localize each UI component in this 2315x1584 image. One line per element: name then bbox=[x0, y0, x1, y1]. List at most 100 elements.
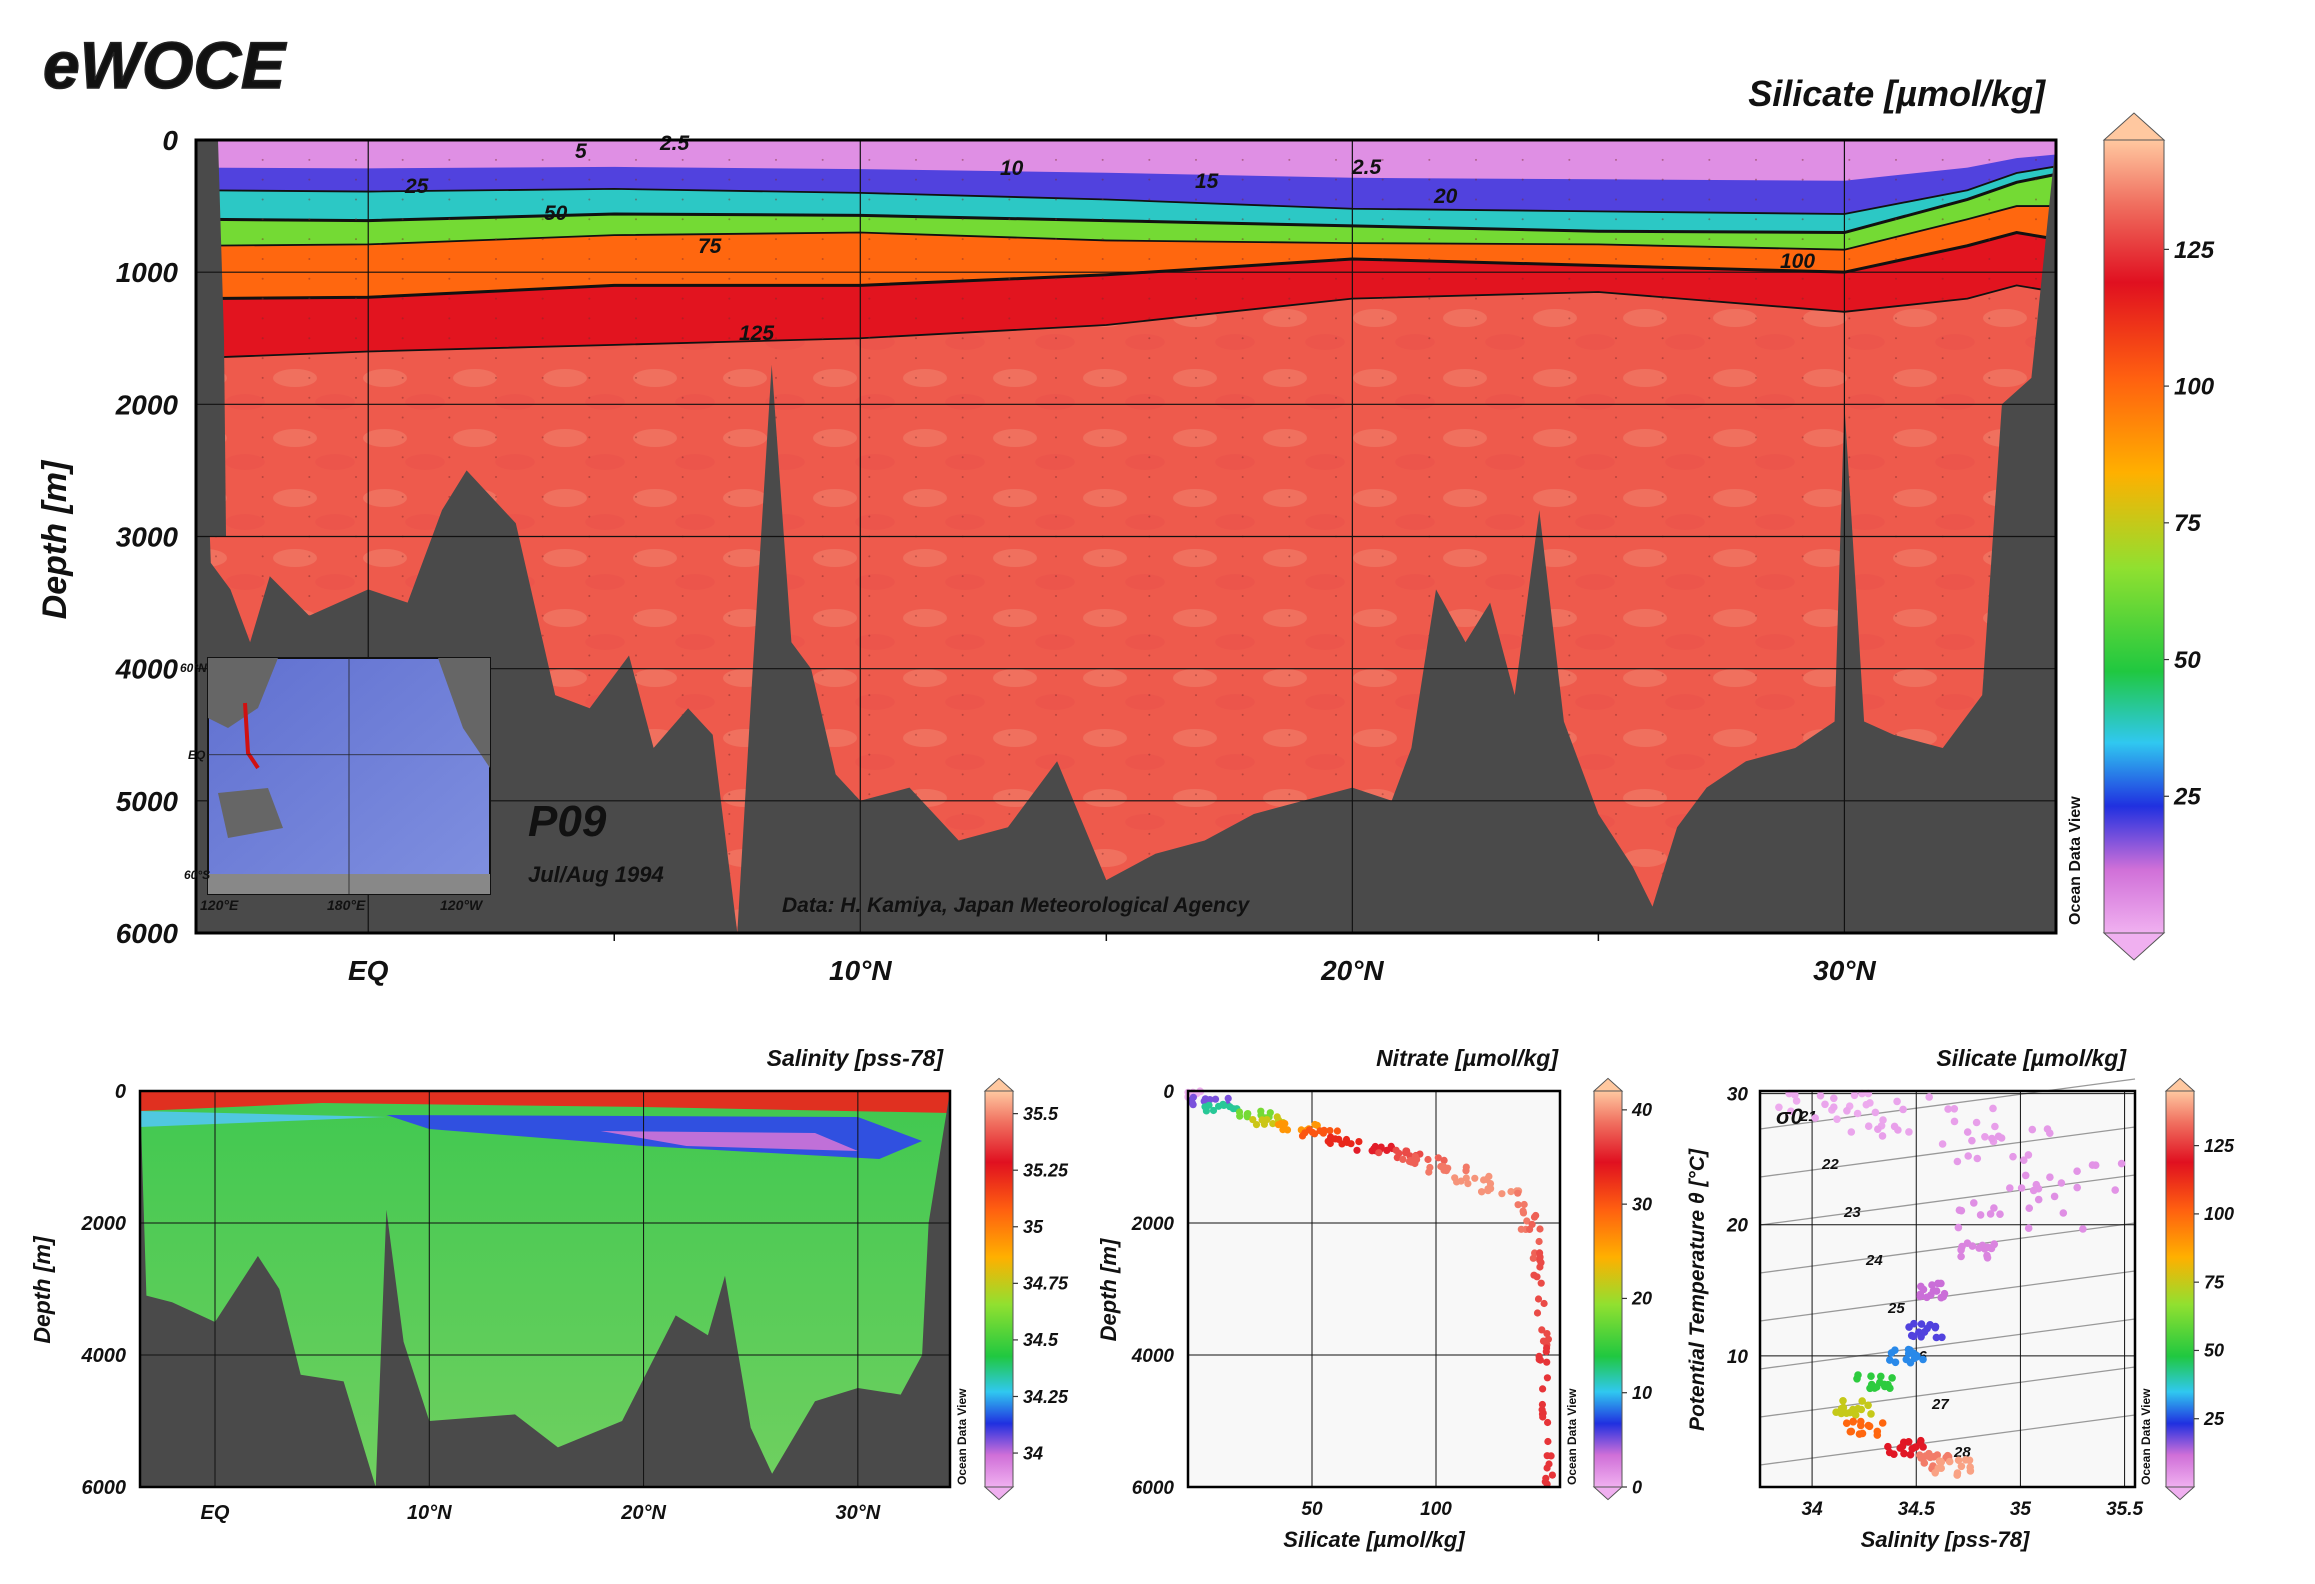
station-dot bbox=[1895, 317, 1897, 320]
nitrate-point bbox=[1283, 1126, 1292, 1134]
station-dot bbox=[1895, 674, 1897, 677]
station-dot bbox=[915, 376, 917, 379]
station-dot bbox=[1755, 733, 1757, 736]
station-dot bbox=[681, 476, 684, 479]
station-dot bbox=[681, 555, 684, 558]
ts-point bbox=[1886, 1356, 1894, 1364]
station-dot bbox=[541, 495, 544, 498]
station-dot bbox=[1335, 456, 1337, 459]
station-dot bbox=[401, 238, 404, 241]
nitrate-point bbox=[1483, 1175, 1491, 1183]
main-colorbar-label: 25 bbox=[2173, 784, 2201, 811]
station-dot bbox=[541, 317, 544, 320]
station-dot bbox=[728, 852, 731, 855]
station-dot bbox=[1195, 495, 1197, 498]
station-dot bbox=[495, 238, 497, 241]
station-dot bbox=[1895, 594, 1897, 597]
station-dot bbox=[308, 396, 311, 399]
station-dot bbox=[495, 376, 497, 379]
station-dot bbox=[1381, 476, 1384, 479]
station-dot bbox=[401, 317, 404, 320]
ts-point bbox=[1833, 1115, 1841, 1123]
station-dot bbox=[681, 456, 684, 459]
station-dot bbox=[1428, 357, 1431, 360]
station-dot bbox=[541, 614, 544, 617]
station-dot bbox=[1521, 376, 1524, 379]
station-dot bbox=[1195, 753, 1197, 756]
nitrate-point bbox=[1530, 1271, 1538, 1279]
station-dot bbox=[1055, 634, 1057, 637]
station-dot bbox=[1801, 495, 1804, 498]
station-dot bbox=[1848, 317, 1851, 320]
station-dot bbox=[588, 396, 591, 399]
station-dot bbox=[401, 257, 404, 260]
station-dot bbox=[1988, 376, 1991, 379]
ts-point bbox=[1851, 1411, 1860, 1419]
station-dot bbox=[1661, 238, 1664, 241]
station-dot bbox=[1335, 773, 1337, 776]
main-y-tick-label: 6000 bbox=[116, 918, 179, 949]
station-dot bbox=[868, 376, 871, 379]
station-dot bbox=[261, 396, 264, 399]
nitrate-point bbox=[1533, 1309, 1542, 1317]
station-dot bbox=[821, 337, 824, 340]
station-dot bbox=[1428, 238, 1431, 241]
station-dot bbox=[821, 713, 824, 716]
station-dot bbox=[1475, 594, 1477, 597]
ts-point bbox=[1983, 1254, 1992, 1262]
station-dot bbox=[588, 634, 591, 637]
station-dot bbox=[821, 575, 824, 578]
station-dot bbox=[775, 277, 777, 280]
station-dot bbox=[1055, 674, 1057, 677]
nitrate-point bbox=[1529, 1254, 1537, 1262]
station-dot bbox=[915, 733, 917, 736]
station-dot bbox=[1335, 416, 1337, 419]
station-dot bbox=[1801, 158, 1804, 161]
station-dot bbox=[1661, 416, 1664, 419]
station-dot bbox=[1101, 238, 1104, 241]
station-dot bbox=[355, 357, 357, 360]
station-dot bbox=[261, 277, 264, 280]
station-dot bbox=[1428, 337, 1431, 340]
station-dot bbox=[635, 178, 637, 181]
station-dot bbox=[868, 793, 871, 796]
station-dot bbox=[1148, 634, 1151, 637]
nitrate-point bbox=[1424, 1155, 1432, 1164]
station-dot bbox=[1615, 614, 1617, 617]
ts-point bbox=[1885, 1448, 1894, 1457]
station-dot bbox=[681, 218, 684, 221]
station-dot bbox=[1988, 575, 1991, 578]
station-dot bbox=[1895, 634, 1897, 637]
station-dot bbox=[868, 753, 871, 756]
nitrate-point bbox=[1536, 1249, 1544, 1257]
station-dot bbox=[775, 238, 777, 241]
station-dot bbox=[1381, 396, 1384, 399]
station-dot bbox=[1661, 376, 1664, 379]
station-dot bbox=[1615, 178, 1617, 181]
station-dot bbox=[1568, 376, 1571, 379]
station-dot bbox=[635, 158, 637, 161]
station-dot bbox=[1895, 257, 1897, 260]
station-dot bbox=[1008, 634, 1011, 637]
nitrate-point bbox=[1311, 1120, 1319, 1129]
station-dot bbox=[448, 178, 451, 181]
station-dot bbox=[1008, 654, 1011, 657]
nitrate-point bbox=[1537, 1259, 1545, 1267]
station-dot bbox=[1101, 674, 1104, 677]
station-dot bbox=[1568, 594, 1571, 597]
station-dot bbox=[1381, 198, 1384, 201]
station-dot bbox=[1008, 277, 1011, 280]
station-dot bbox=[541, 456, 544, 459]
station-dot bbox=[1801, 238, 1804, 241]
station-dot bbox=[1288, 416, 1291, 419]
ts-point bbox=[1900, 1449, 1908, 1458]
station-dot bbox=[1661, 337, 1664, 340]
ts-point bbox=[1899, 1105, 1907, 1114]
nitrate-point bbox=[1425, 1168, 1433, 1176]
station-dot bbox=[1895, 476, 1897, 479]
main-y-tick-label: 1000 bbox=[116, 257, 179, 288]
station-dot bbox=[1055, 456, 1057, 459]
nitrate-point bbox=[1319, 1129, 1327, 1137]
station-dot bbox=[1941, 436, 1944, 439]
station-dot bbox=[961, 218, 964, 221]
